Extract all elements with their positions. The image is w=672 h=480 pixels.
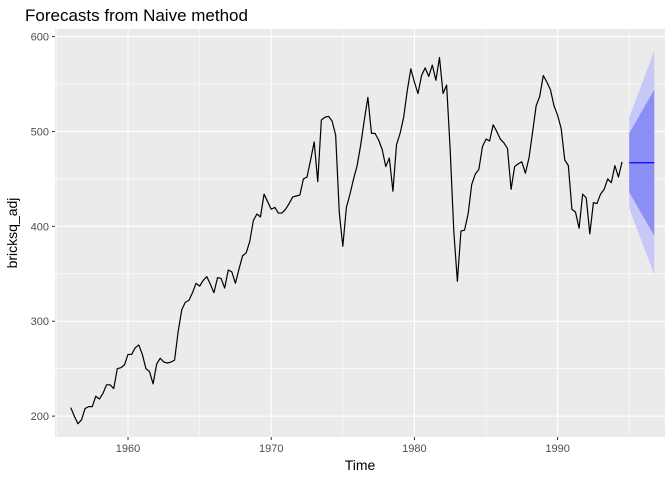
forecast-intervals	[629, 50, 655, 275]
y-tick-label: 500	[31, 126, 49, 138]
y-tick-label: 200	[31, 411, 49, 423]
y-axis-title: bricksq_adj	[4, 198, 20, 269]
y-tick-label: 400	[31, 221, 49, 233]
plot-panel	[55, 29, 665, 437]
series-line	[70, 56, 623, 425]
minor-gridlines	[55, 29, 665, 437]
x-tick-label: 1980	[402, 443, 426, 455]
chart-title: Forecasts from Naive method	[25, 6, 248, 25]
x-tick-label: 1990	[545, 443, 569, 455]
y-tick-label: 300	[31, 316, 49, 328]
y-axis: 200 300 400 500 600	[31, 32, 55, 423]
x-tick-label: 1960	[116, 443, 140, 455]
x-axis-title: Time	[345, 457, 376, 473]
major-gridlines	[55, 29, 665, 437]
x-tick-label: 1970	[259, 443, 283, 455]
series-group	[70, 56, 623, 425]
x-axis: 1960 1970 1980 1990	[116, 437, 570, 455]
y-tick-label: 600	[31, 32, 49, 44]
